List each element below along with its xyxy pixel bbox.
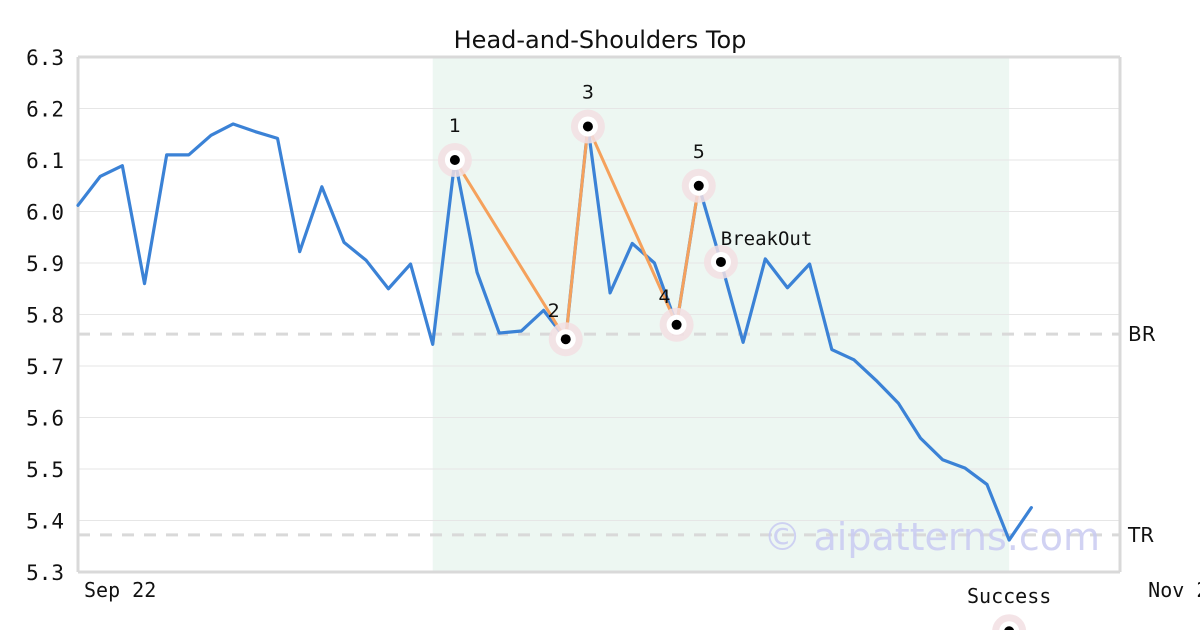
horizontal-reference-lines <box>78 332 1120 537</box>
pattern-point-label-5: 5 <box>693 141 705 163</box>
x-axis-tick-labels: Sep 22 Nov 24 <box>84 578 1200 602</box>
watermark-text: © aipatterns.com <box>763 515 1100 559</box>
reference-line-labels: BR TR <box>1127 322 1156 547</box>
target-line-label: TR <box>1127 523 1154 547</box>
success-marker[interactable] <box>1004 626 1014 630</box>
y-tick-label: 6.0 <box>26 201 64 225</box>
pattern-point-markers: 1 2 3 4 5 <box>437 82 716 357</box>
y-tick-label: 5.6 <box>26 407 64 431</box>
y-tick-label: 5.7 <box>26 355 64 379</box>
y-tick-label: 5.3 <box>26 561 64 585</box>
y-tick-label: 5.9 <box>26 252 64 276</box>
x-tick-label: Sep 22 <box>84 578 156 602</box>
marker-dot[interactable] <box>560 334 571 345</box>
y-axis-tick-labels: 5.3 5.4 5.5 5.6 5.7 5.8 5.9 6.0 6.1 6.2 6.3 <box>26 46 64 585</box>
marker-dot[interactable] <box>449 155 460 165</box>
marker-dot[interactable] <box>582 121 593 132</box>
page-title: Head-and-Shoulders Top <box>454 26 747 54</box>
watermark: © aipatterns.com <box>763 515 1100 559</box>
breakout-marker[interactable] <box>715 256 726 267</box>
y-tick-label: 6.3 <box>26 46 64 70</box>
y-tick-label: 5.5 <box>26 458 64 482</box>
success-label: Success <box>967 584 1051 608</box>
pattern-point-label-4: 4 <box>659 286 671 308</box>
pattern-point-label-1: 1 <box>449 115 461 137</box>
success-marker-ring <box>999 621 1020 630</box>
chart-annotations: BreakOut Success <box>703 228 1051 630</box>
breakout-line-label: BR <box>1128 322 1156 346</box>
y-tick-label: 6.2 <box>26 98 64 122</box>
price-polyline <box>76 122 1033 542</box>
y-tick-label: 5.8 <box>26 304 64 328</box>
marker-dot[interactable] <box>671 319 682 330</box>
marker-dot[interactable] <box>693 180 704 191</box>
breakout-label: BreakOut <box>721 228 813 250</box>
pattern-point-label-3: 3 <box>582 82 594 104</box>
pattern-point-label-2: 2 <box>548 300 560 322</box>
price-line <box>76 122 1033 542</box>
y-tick-label: 6.1 <box>26 149 64 173</box>
y-tick-label: 5.4 <box>26 510 64 534</box>
axis-frame <box>76 55 1122 574</box>
x-tick-label: Nov 24 <box>1148 578 1200 602</box>
